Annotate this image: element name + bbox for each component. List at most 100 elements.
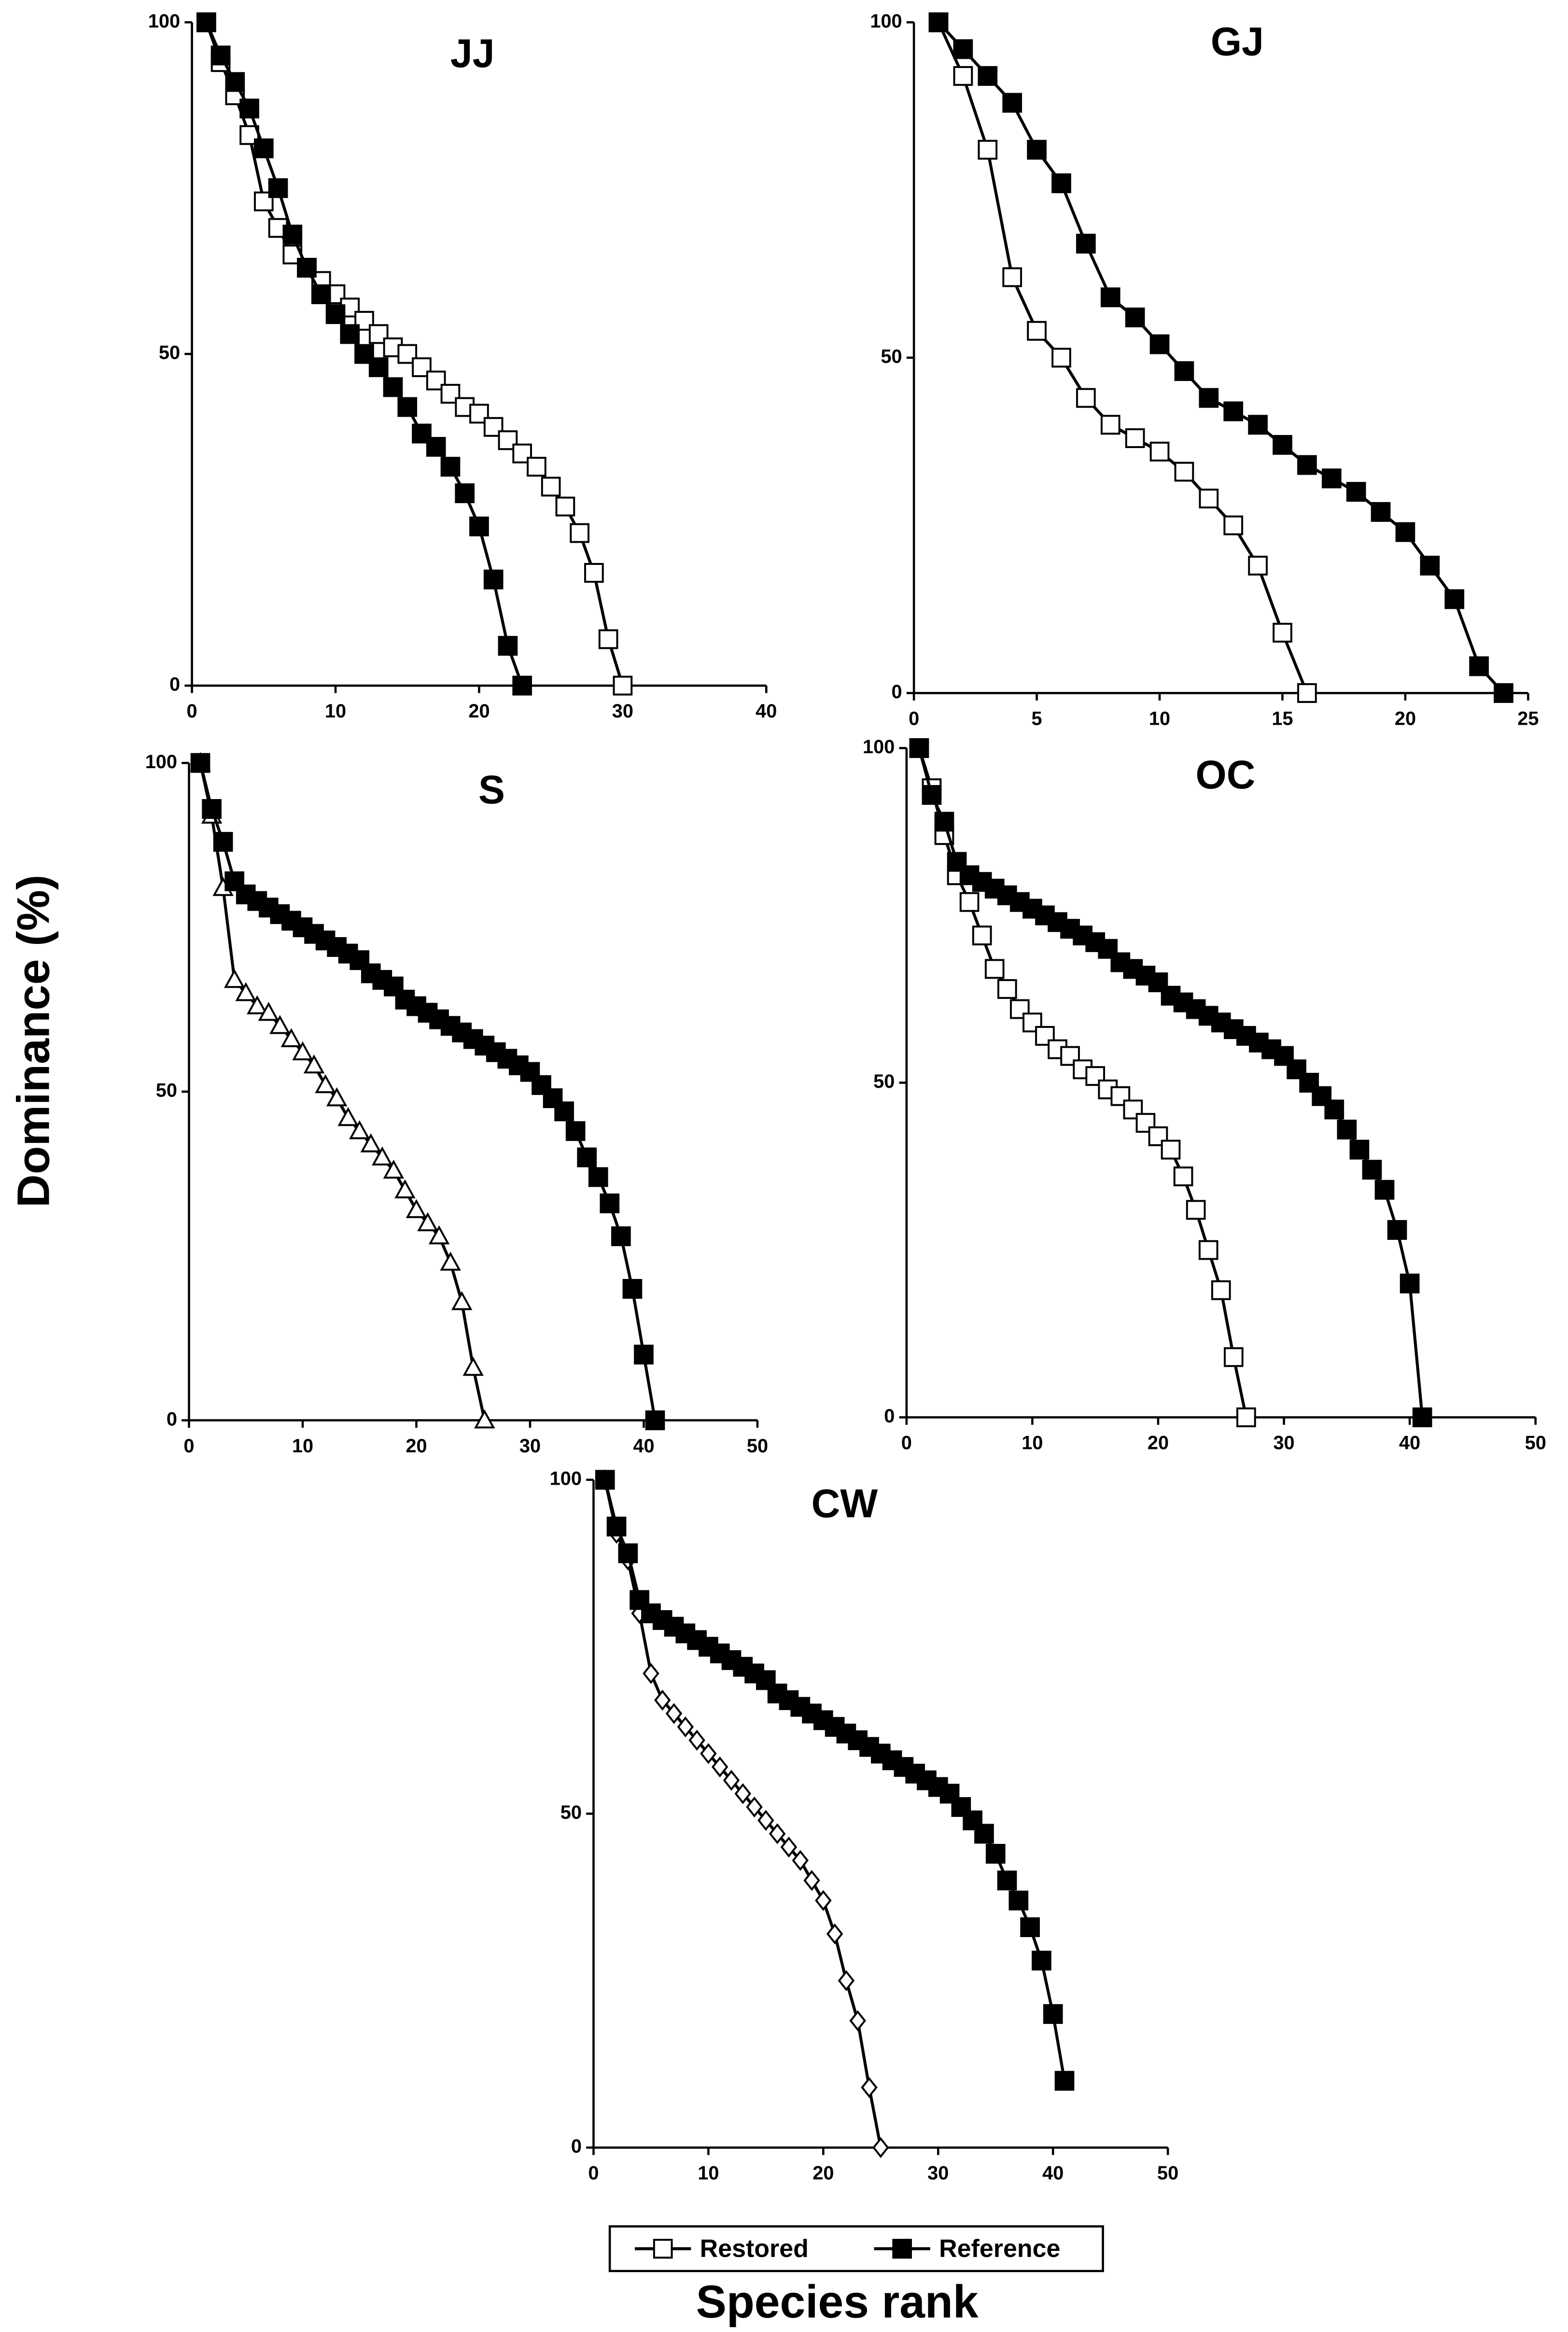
marker	[584, 563, 604, 583]
marker	[985, 1843, 1006, 1864]
y-tick-label: 0	[169, 674, 180, 695]
marker	[451, 1291, 473, 1310]
series-line	[199, 762, 486, 1421]
y-tick-label: 0	[167, 1408, 177, 1430]
marker	[1444, 589, 1465, 609]
y-tick-label: 50	[159, 342, 180, 364]
marker	[315, 1074, 336, 1094]
marker	[1199, 388, 1219, 408]
marker	[527, 457, 546, 477]
marker	[340, 324, 360, 344]
marker	[225, 72, 245, 92]
marker	[337, 1107, 359, 1126]
marker	[606, 1517, 627, 1537]
marker	[1054, 2071, 1075, 2091]
marker	[997, 979, 1017, 999]
x-tick-label: 10	[325, 701, 346, 722]
marker	[1469, 656, 1489, 676]
marker	[383, 1159, 405, 1179]
marker	[622, 1278, 643, 1299]
marker	[815, 1890, 832, 1911]
marker	[555, 496, 575, 517]
marker	[1020, 1917, 1040, 1938]
marker	[258, 1001, 280, 1021]
marker	[1161, 1139, 1181, 1160]
marker	[978, 140, 998, 160]
marker	[838, 1970, 855, 1991]
marker	[769, 1823, 786, 1844]
marker	[1273, 435, 1292, 455]
marker	[1002, 267, 1022, 287]
x-tick-label: 50	[1157, 2163, 1178, 2184]
marker	[1125, 307, 1145, 327]
y-tick-label: 100	[145, 751, 177, 773]
y-tick-label: 100	[550, 1468, 582, 1489]
marker	[372, 1146, 393, 1166]
marker	[972, 926, 992, 946]
x-tick-label: 10	[1149, 708, 1170, 729]
marker	[978, 66, 998, 86]
marker	[757, 1810, 774, 1831]
marker	[253, 138, 274, 158]
marker	[1395, 522, 1415, 542]
marker	[196, 12, 216, 32]
marker	[1051, 348, 1071, 368]
marker	[849, 2010, 866, 2031]
legend-marker	[653, 2239, 673, 2259]
marker	[1321, 468, 1342, 489]
marker	[268, 178, 288, 198]
marker	[984, 959, 1005, 979]
x-tick-label: 5	[1032, 708, 1042, 729]
x-tick-label: 40	[756, 701, 777, 722]
x-tick-label: 15	[1272, 708, 1293, 729]
x-tick-label: 40	[1042, 2163, 1064, 2184]
x-tick-label: 30	[519, 1435, 541, 1457]
marker	[247, 995, 268, 1014]
y-tick-label: 100	[863, 736, 895, 758]
marker	[303, 1054, 325, 1074]
marker	[1032, 1951, 1051, 1971]
marker	[723, 1770, 740, 1791]
marker	[577, 1147, 597, 1167]
marker	[792, 1850, 809, 1871]
marker	[997, 1870, 1017, 1891]
marker	[360, 1133, 381, 1152]
marker	[588, 1167, 608, 1187]
marker	[677, 1716, 694, 1738]
marker	[440, 1251, 461, 1271]
x-tick-label: 0	[187, 701, 197, 722]
series-line	[917, 747, 1424, 1418]
marker	[1100, 415, 1120, 435]
x-tick-label: 0	[909, 708, 919, 729]
marker	[1002, 93, 1022, 113]
marker	[959, 892, 980, 912]
marker	[1173, 1166, 1193, 1187]
marker	[1211, 1280, 1231, 1300]
marker	[700, 1743, 717, 1764]
y-tick-label: 0	[892, 681, 902, 702]
y-tick-label: 100	[148, 11, 180, 32]
marker	[613, 675, 633, 696]
y-tick-label: 50	[156, 1080, 177, 1101]
marker	[688, 1729, 705, 1751]
legend-marker	[892, 2239, 912, 2259]
marker	[292, 1041, 313, 1061]
series-line	[937, 21, 1309, 694]
legend-label: Restored	[700, 2234, 809, 2262]
marker	[780, 1836, 798, 1858]
marker	[611, 1226, 631, 1247]
marker	[1223, 515, 1244, 535]
x-tick-label: 30	[927, 2163, 949, 2184]
marker	[634, 1345, 654, 1365]
marker	[1297, 683, 1317, 703]
x-tick-label: 20	[812, 2163, 834, 2184]
marker	[543, 1088, 563, 1109]
marker	[711, 1756, 728, 1778]
x-tick-label: 20	[406, 1435, 427, 1457]
marker	[1248, 415, 1268, 435]
marker	[1174, 361, 1194, 381]
x-tick-label: 10	[292, 1435, 313, 1457]
marker	[325, 304, 346, 324]
marker	[1186, 1200, 1206, 1220]
marker	[1076, 234, 1096, 254]
